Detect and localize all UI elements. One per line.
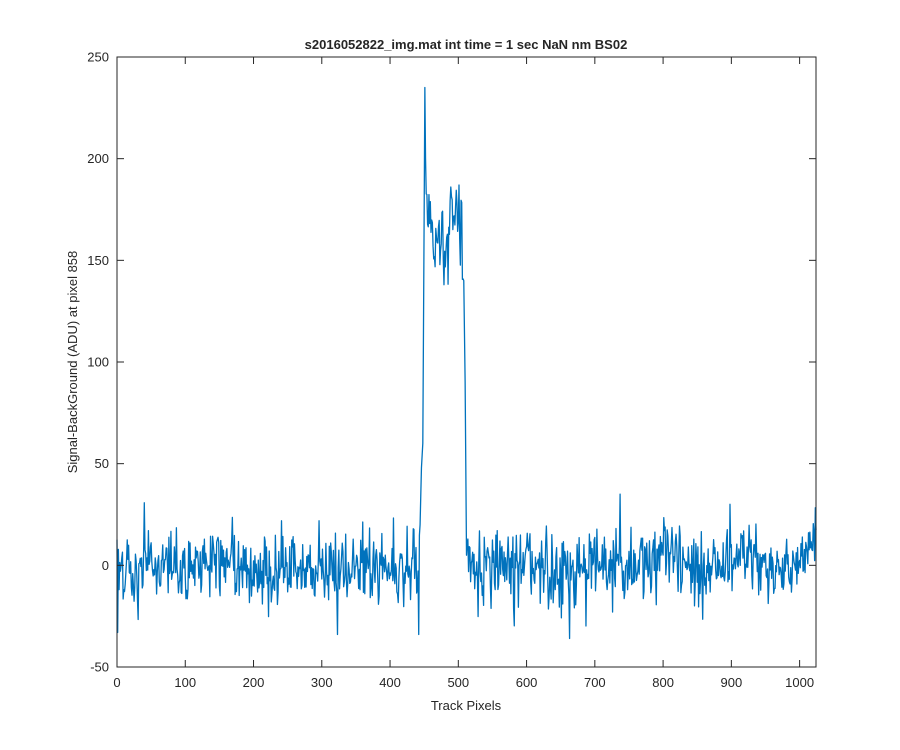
y-tick-label: -50 [90, 660, 109, 675]
y-tick-label: 0 [102, 558, 109, 573]
y-axis-label: Signal-BackGround (ADU) at pixel 858 [65, 251, 80, 474]
y-tick-label: 150 [87, 253, 109, 268]
x-tick-label: 1000 [785, 675, 814, 690]
x-tick-label: 900 [721, 675, 743, 690]
x-tick-label: 300 [311, 675, 333, 690]
x-tick-label: 0 [113, 675, 120, 690]
series-layer [116, 86, 817, 640]
y-tick-label: 200 [87, 151, 109, 166]
x-tick-label: 100 [174, 675, 196, 690]
tick-layer: 0 100 200 300 400 500 600 700 800 900 1000 -50 0 50 10… [87, 50, 816, 690]
y-tick-label: 50 [95, 456, 109, 471]
x-tick-label: 400 [379, 675, 401, 690]
x-tick-label: 200 [243, 675, 265, 690]
y-tick-label: 250 [87, 50, 109, 65]
x-tick-label: 600 [516, 675, 538, 690]
x-axis-label: Track Pixels [431, 698, 502, 713]
chart-title: s2016052822_img.mat int time = 1 sec NaN… [305, 37, 628, 52]
x-tick-label: 800 [652, 675, 674, 690]
series-line [116, 86, 817, 640]
x-tick-label: 500 [447, 675, 469, 690]
y-tick-label: 100 [87, 355, 109, 370]
x-tick-label: 700 [584, 675, 606, 690]
